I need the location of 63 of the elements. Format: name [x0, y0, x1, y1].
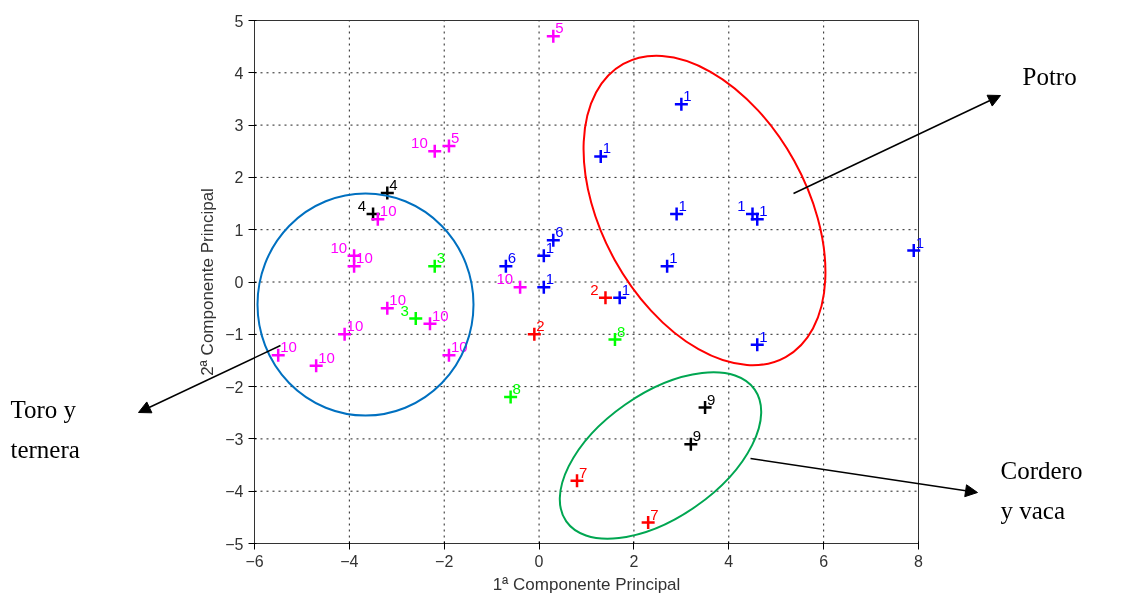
- text: 10: [431, 306, 449, 324]
- y-tick-label: 0: [234, 274, 244, 291]
- point: [408, 310, 424, 327]
- text: 7: [650, 505, 659, 523]
- series-label: 3: [436, 249, 446, 267]
- text: 9: [692, 427, 702, 445]
- series-label: 6: [507, 249, 517, 267]
- text: 10: [496, 270, 514, 288]
- text: 1: [737, 197, 746, 215]
- text: 10: [346, 317, 364, 335]
- x-tick-label: −2: [435, 552, 454, 570]
- y-axis-title: 2ª Componente Principal: [198, 188, 218, 376]
- series-label: 8: [512, 380, 521, 398]
- x-tick-label: 4: [724, 552, 734, 570]
- x-axis-title: 1ª Componente Principal: [492, 574, 681, 594]
- text: 10: [318, 348, 335, 366]
- x-tick-label: 0: [534, 552, 544, 570]
- y-tick-label: −5: [225, 535, 244, 553]
- text: Potro: [1022, 62, 1077, 90]
- text: 10: [356, 249, 373, 267]
- text: 1: [678, 197, 687, 215]
- point: [597, 289, 614, 306]
- text: 8: [616, 322, 626, 340]
- y-tick-label: 5: [234, 12, 244, 30]
- series-label: 4: [389, 176, 398, 194]
- text: Toro y ternera: [10, 395, 80, 463]
- x-tick-label: 8: [914, 552, 924, 570]
- text: 1: [621, 280, 631, 298]
- text: 1: [602, 139, 612, 157]
- text: 10: [411, 134, 428, 152]
- y-tick-label: −2: [225, 378, 244, 396]
- point: [426, 143, 443, 159]
- series-label: 1: [545, 238, 555, 256]
- y-tick-label: 2: [234, 169, 244, 187]
- series-label: 10: [379, 202, 397, 220]
- series-label: 5: [555, 19, 564, 37]
- text: 2: [590, 280, 599, 298]
- text: 1: [759, 202, 768, 220]
- text: 10: [330, 238, 348, 256]
- text: 5: [450, 129, 460, 147]
- text: 10: [280, 338, 297, 356]
- text: 1: [545, 270, 555, 288]
- x-tick-label: 2: [629, 552, 639, 570]
- y-tick-label: −3: [225, 430, 244, 448]
- text: 4: [357, 197, 367, 215]
- text: Cordero y vaca: [1000, 456, 1083, 524]
- text: 1: [759, 327, 768, 345]
- point: [744, 206, 761, 222]
- series-label: 2: [536, 317, 545, 335]
- x-tick-label: 6: [819, 552, 829, 570]
- series-label: 7: [579, 463, 588, 481]
- y-tick-label: 1: [234, 221, 244, 239]
- text: 6: [555, 223, 564, 241]
- series-label: 9: [707, 390, 716, 408]
- text: 1: [669, 249, 678, 267]
- x-tick-label: −6: [245, 552, 264, 570]
- point: [512, 279, 528, 295]
- x-tick-label: −4: [340, 552, 359, 570]
- y-tick-label: −1: [225, 326, 244, 344]
- y-tick-label: 3: [234, 117, 244, 135]
- y-tick-label: −4: [225, 483, 244, 501]
- text: 1: [683, 87, 692, 105]
- y-tick-label: 4: [234, 64, 244, 82]
